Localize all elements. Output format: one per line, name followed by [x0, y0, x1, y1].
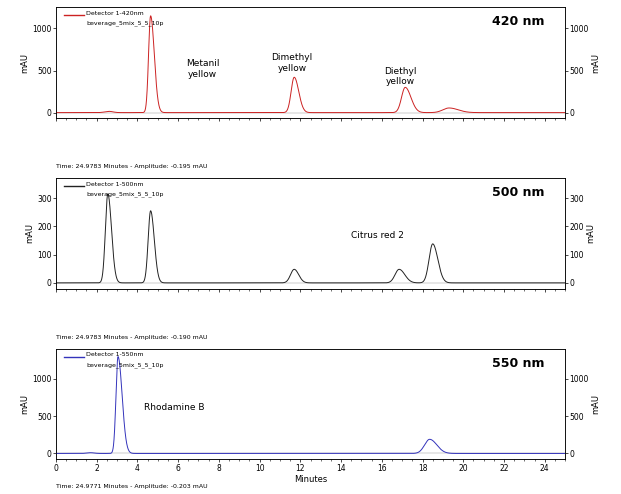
Text: Citrus red 2: Citrus red 2	[351, 231, 404, 240]
Text: 420 nm: 420 nm	[492, 15, 545, 28]
Y-axis label: mAU: mAU	[20, 52, 30, 73]
X-axis label: Minutes: Minutes	[294, 475, 327, 484]
Y-axis label: mAU: mAU	[587, 223, 596, 244]
Text: Time: 24.9783 Minutes - Amplitude: -0.195 mAU: Time: 24.9783 Minutes - Amplitude: -0.19…	[56, 165, 207, 169]
Y-axis label: mAU: mAU	[591, 394, 601, 414]
Text: beverage_5mix_5_5_10p: beverage_5mix_5_5_10p	[86, 21, 164, 26]
Text: Metanil
yellow: Metanil yellow	[186, 59, 219, 79]
Text: Time: 24.9783 Minutes - Amplitude: -0.190 mAU: Time: 24.9783 Minutes - Amplitude: -0.19…	[56, 335, 207, 340]
Text: beverage_5mix_5_5_10p: beverage_5mix_5_5_10p	[86, 192, 164, 197]
Text: Detector 1-420nm: Detector 1-420nm	[86, 11, 144, 16]
Text: Time: 24.9771 Minutes - Amplitude: -0.203 mAU: Time: 24.9771 Minutes - Amplitude: -0.20…	[56, 484, 207, 489]
Text: Dimethyl
yellow: Dimethyl yellow	[271, 53, 313, 73]
Y-axis label: mAU: mAU	[25, 223, 34, 244]
Text: Diethyl
yellow: Diethyl yellow	[384, 67, 416, 86]
Y-axis label: mAU: mAU	[20, 394, 30, 414]
Text: 500 nm: 500 nm	[492, 186, 545, 199]
Text: beverage_5mix_5_5_10p: beverage_5mix_5_5_10p	[86, 363, 164, 368]
Text: Rhodamine B: Rhodamine B	[144, 403, 204, 412]
Text: 550 nm: 550 nm	[492, 357, 545, 370]
Y-axis label: mAU: mAU	[591, 52, 601, 73]
Text: Detector 1-500nm: Detector 1-500nm	[86, 182, 144, 187]
Text: Detector 1-550nm: Detector 1-550nm	[86, 353, 144, 358]
